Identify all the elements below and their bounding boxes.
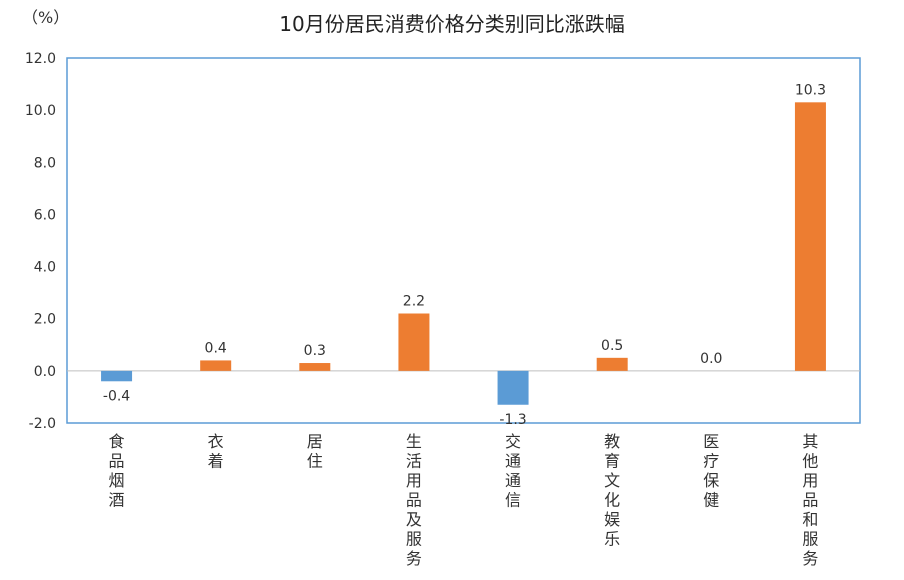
data-label: 10.3 <box>795 82 826 98</box>
x-tick-label: 医疗保健 <box>703 432 719 510</box>
y-tick-label: 4.0 <box>34 260 56 276</box>
bar <box>200 360 232 371</box>
plot-frame <box>66 57 861 424</box>
x-tick-label: 生活用品及服务 <box>406 432 422 568</box>
y-tick-label: -2.0 <box>29 416 56 432</box>
bar <box>497 370 529 405</box>
bar <box>596 357 628 371</box>
x-tick-label: 衣着 <box>208 432 224 471</box>
data-label: 0.4 <box>205 340 227 356</box>
data-label: 0.3 <box>304 343 326 359</box>
bar <box>398 313 430 371</box>
bar <box>299 363 331 371</box>
y-tick-label: 10.0 <box>25 103 56 119</box>
y-tick-label: 2.0 <box>34 312 56 328</box>
chart-title: 10月份居民消费价格分类别同比涨跌幅 <box>279 12 625 36</box>
data-label: 2.2 <box>403 294 425 310</box>
y-tick-label: 6.0 <box>34 207 56 223</box>
data-label: -0.4 <box>103 388 130 404</box>
x-tick-label: 教育文化娱乐 <box>604 432 620 549</box>
y-tick-label: 0.0 <box>34 364 56 380</box>
x-tick-label: 居住 <box>307 432 323 471</box>
data-label: 0.5 <box>601 338 623 354</box>
data-label: -1.3 <box>499 412 526 428</box>
y-unit-label: （%） <box>22 8 70 27</box>
bar <box>101 370 133 382</box>
x-tick-label: 交通通信 <box>505 432 521 510</box>
y-tick-label: 12.0 <box>25 51 56 67</box>
y-tick-label: 8.0 <box>34 155 56 171</box>
bar <box>794 102 826 371</box>
data-label: 0.0 <box>700 351 722 367</box>
x-tick-label: 其他用品和服务 <box>802 432 818 568</box>
x-tick-label: 食品烟酒 <box>109 432 125 510</box>
